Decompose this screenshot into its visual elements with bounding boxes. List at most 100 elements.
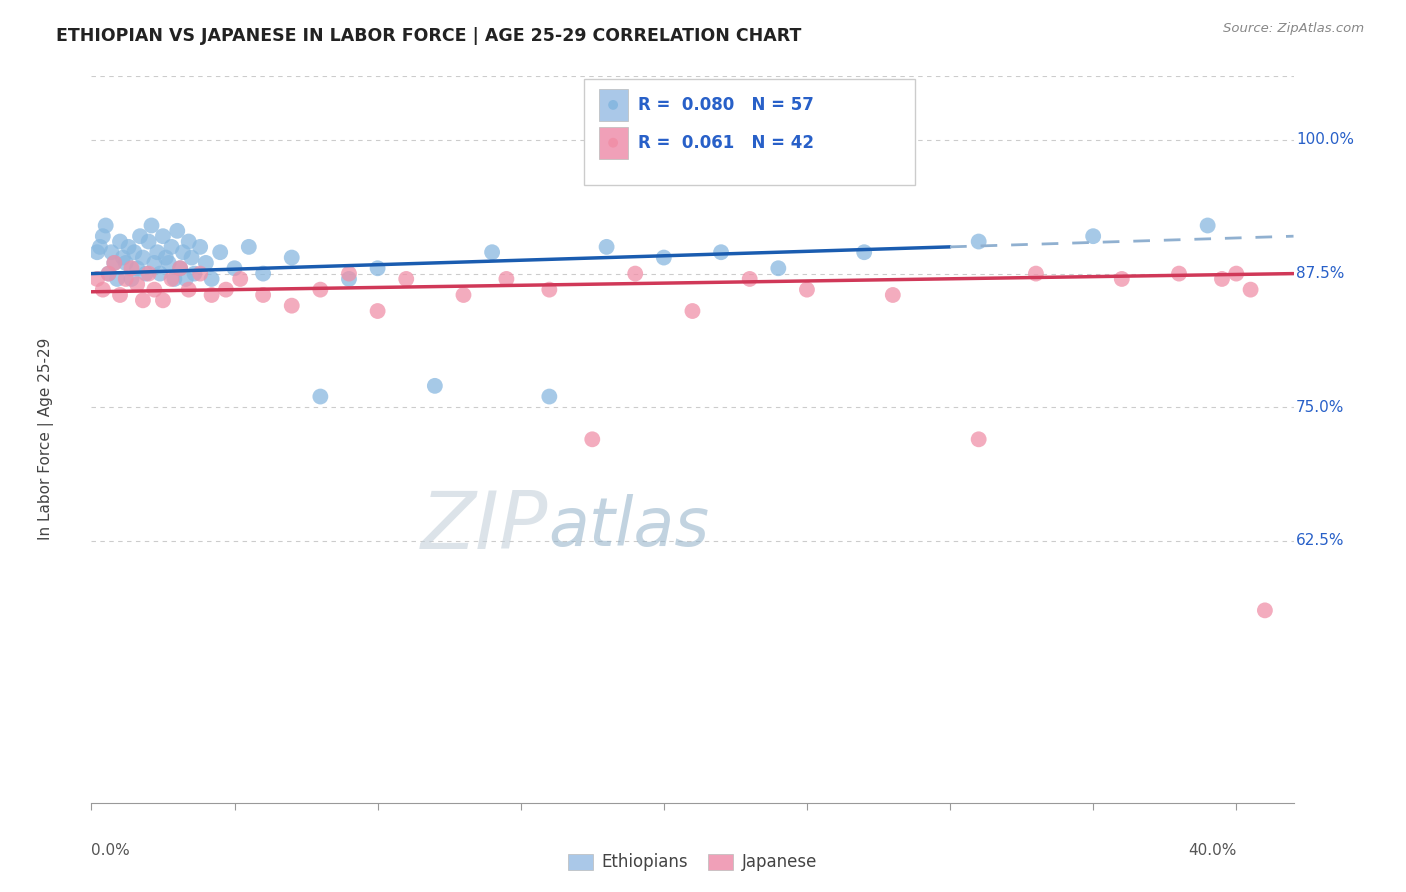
Point <box>1211 272 1233 286</box>
Point <box>121 261 143 276</box>
Point <box>97 267 120 281</box>
Point <box>188 240 211 254</box>
Point <box>281 251 304 265</box>
Point <box>538 283 561 297</box>
Point <box>105 272 128 286</box>
Point <box>796 283 818 297</box>
Point <box>129 229 152 244</box>
Point <box>166 224 188 238</box>
Point <box>768 261 790 276</box>
Point <box>183 267 205 281</box>
Point <box>238 240 260 254</box>
Text: R =  0.061   N = 42: R = 0.061 N = 42 <box>638 134 814 152</box>
Text: Source: ZipAtlas.com: Source: ZipAtlas.com <box>1223 22 1364 36</box>
Point <box>538 390 561 404</box>
Point <box>127 261 149 276</box>
Point <box>967 235 990 249</box>
Point <box>97 267 120 281</box>
Point <box>160 272 183 286</box>
Point <box>201 272 224 286</box>
Legend: Ethiopians, Japanese: Ethiopians, Japanese <box>561 847 824 878</box>
Point <box>453 288 475 302</box>
Point <box>121 272 143 286</box>
Point <box>94 219 117 233</box>
Point <box>111 251 134 265</box>
Point <box>146 245 169 260</box>
Point <box>194 256 217 270</box>
Point <box>135 267 157 281</box>
Text: 100.0%: 100.0% <box>1296 133 1354 147</box>
Point <box>337 267 360 281</box>
Text: atlas: atlas <box>548 493 709 559</box>
Point <box>1111 272 1133 286</box>
Point <box>100 245 122 260</box>
Point <box>180 251 202 265</box>
Point <box>91 283 114 297</box>
Point <box>124 245 146 260</box>
Text: R =  0.080   N = 57: R = 0.080 N = 57 <box>638 96 814 114</box>
Point <box>127 277 149 292</box>
Point <box>215 283 238 297</box>
Point <box>152 293 174 308</box>
Point <box>160 240 183 254</box>
Point <box>1239 283 1261 297</box>
Point <box>86 245 108 260</box>
FancyBboxPatch shape <box>585 79 915 185</box>
Point <box>201 288 224 302</box>
Point <box>1081 229 1104 244</box>
Point <box>595 240 617 254</box>
Point <box>169 261 191 276</box>
Point <box>367 261 389 276</box>
Point <box>174 272 197 286</box>
Point <box>108 288 131 302</box>
Point <box>738 272 761 286</box>
Point <box>1254 603 1277 617</box>
Point <box>1197 219 1219 233</box>
Point <box>395 272 418 286</box>
Point <box>114 256 136 270</box>
Point <box>224 261 246 276</box>
Point <box>132 251 155 265</box>
Point <box>103 256 125 270</box>
Point <box>1168 267 1191 281</box>
Point <box>155 251 177 265</box>
Point <box>86 272 108 286</box>
Point <box>177 235 200 249</box>
Point <box>252 267 274 281</box>
Text: ETHIOPIAN VS JAPANESE IN LABOR FORCE | AGE 25-29 CORRELATION CHART: ETHIOPIAN VS JAPANESE IN LABOR FORCE | A… <box>56 27 801 45</box>
Text: 0.0%: 0.0% <box>91 843 131 858</box>
FancyBboxPatch shape <box>599 89 627 121</box>
Point <box>967 433 990 447</box>
Point <box>853 245 876 260</box>
Point <box>1322 231 1344 245</box>
Point <box>157 256 180 270</box>
Point <box>152 229 174 244</box>
Point <box>177 283 200 297</box>
Point <box>229 272 252 286</box>
Text: ZIP: ZIP <box>420 488 548 566</box>
Text: 87.5%: 87.5% <box>1296 266 1344 281</box>
Point <box>337 272 360 286</box>
Point <box>481 245 503 260</box>
Point <box>141 219 163 233</box>
Point <box>209 245 232 260</box>
Point <box>309 390 332 404</box>
Point <box>681 304 703 318</box>
Point <box>423 379 446 393</box>
Point <box>581 433 603 447</box>
Point <box>188 267 211 281</box>
Point <box>89 240 111 254</box>
Point <box>117 240 139 254</box>
Point <box>281 299 304 313</box>
Text: In Labor Force | Age 25-29: In Labor Force | Age 25-29 <box>38 338 53 541</box>
Text: 40.0%: 40.0% <box>1188 843 1236 858</box>
Text: 75.0%: 75.0% <box>1296 400 1344 415</box>
Point <box>143 256 166 270</box>
Point <box>138 267 160 281</box>
Point <box>172 245 194 260</box>
Point <box>882 288 904 302</box>
Point <box>138 235 160 249</box>
Point <box>1025 267 1047 281</box>
Point <box>1322 176 1344 190</box>
Point <box>367 304 389 318</box>
